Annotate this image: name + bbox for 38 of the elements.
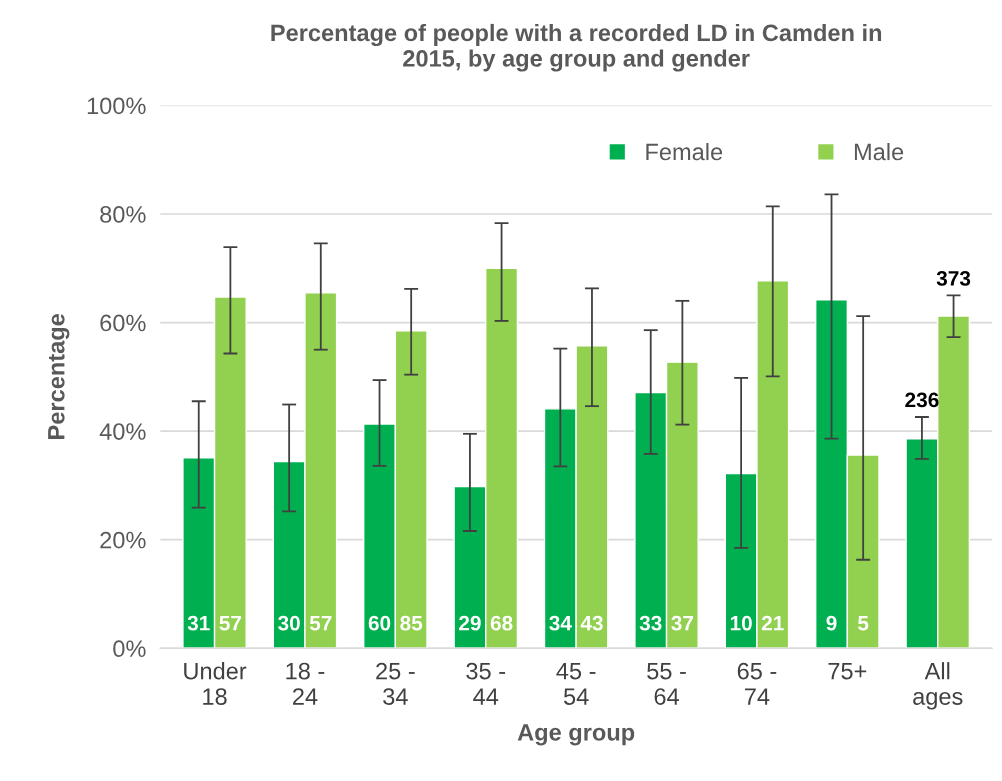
x-tick-label: 45 - 54 <box>556 662 596 705</box>
annotation: 10 <box>730 615 752 631</box>
x-tick-label: 55 - 64 <box>647 662 686 705</box>
annotation: 34 <box>549 615 572 631</box>
annotation: 85 <box>400 615 423 631</box>
y-axis-title: Percentage <box>48 313 70 439</box>
y-tick-label: 80% <box>100 206 146 223</box>
y-tick-label: 0% <box>113 640 146 658</box>
annotation: 33 <box>639 615 662 631</box>
x-tick-label: 18 - 24 <box>286 662 325 705</box>
y-tick-label: 100% <box>87 97 146 115</box>
legend-label: Male <box>854 142 904 161</box>
x-tick-label: Under 18 <box>184 662 247 705</box>
chart-title: Percentage of people with a recorded LD in Camden in 2015, by age group and gender <box>271 23 882 72</box>
annotation: 30 <box>278 615 300 631</box>
x-tick-label: 65 - 74 <box>737 662 777 705</box>
x-tick-label: 75+ <box>828 662 867 680</box>
x-axis-title: Age group <box>517 724 635 746</box>
annotation: 5 <box>858 616 869 631</box>
annotation: 21 <box>761 615 784 631</box>
legend-label: Female <box>646 142 723 161</box>
annotation: 9 <box>826 615 837 631</box>
annotation: 57 <box>309 616 332 631</box>
annotation: 68 <box>490 615 513 631</box>
annotation: 37 <box>671 615 694 631</box>
x-tick-label: All ages <box>913 662 963 710</box>
x-tick-label: 25 - 34 <box>376 662 415 705</box>
annotation: 57 <box>219 616 242 631</box>
x-tick-label: 35 - 44 <box>466 662 506 705</box>
y-tick-label: 40% <box>99 423 146 440</box>
annotation: 60 <box>368 615 391 631</box>
y-tick-label: 20% <box>100 531 146 549</box>
annotation: 31 <box>187 615 210 631</box>
annotation: 236 <box>905 392 939 408</box>
annotation: 29 <box>459 615 481 631</box>
annotation: 373 <box>936 270 971 286</box>
annotation: 43 <box>580 615 603 631</box>
y-tick-label: 60% <box>100 314 146 332</box>
